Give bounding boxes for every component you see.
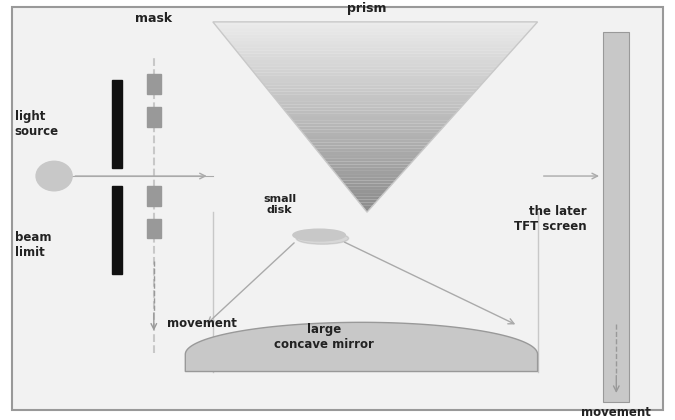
- Polygon shape: [316, 149, 424, 152]
- Bar: [146, 186, 161, 205]
- Polygon shape: [275, 98, 469, 101]
- Bar: [146, 74, 161, 94]
- Polygon shape: [333, 171, 404, 174]
- Bar: [603, 32, 629, 402]
- Polygon shape: [318, 152, 421, 155]
- Polygon shape: [218, 28, 532, 31]
- Polygon shape: [223, 34, 526, 38]
- Polygon shape: [238, 54, 509, 57]
- Polygon shape: [241, 57, 506, 60]
- Polygon shape: [308, 139, 433, 142]
- Polygon shape: [303, 133, 438, 136]
- Polygon shape: [354, 196, 381, 200]
- Polygon shape: [236, 50, 512, 54]
- Polygon shape: [215, 25, 535, 28]
- Ellipse shape: [296, 232, 349, 244]
- Polygon shape: [336, 174, 401, 177]
- Polygon shape: [249, 66, 497, 69]
- Text: small
disk: small disk: [263, 194, 296, 215]
- Polygon shape: [331, 168, 407, 171]
- Polygon shape: [362, 206, 373, 209]
- Polygon shape: [228, 41, 520, 44]
- Bar: [146, 219, 161, 239]
- Polygon shape: [213, 22, 537, 25]
- Polygon shape: [352, 193, 384, 196]
- Polygon shape: [267, 89, 478, 92]
- Bar: [113, 80, 122, 168]
- Polygon shape: [298, 126, 443, 130]
- Polygon shape: [292, 120, 450, 123]
- Polygon shape: [305, 136, 435, 139]
- Bar: [146, 107, 161, 127]
- Ellipse shape: [293, 229, 346, 241]
- Polygon shape: [256, 76, 489, 79]
- Polygon shape: [323, 158, 415, 161]
- Polygon shape: [279, 104, 464, 108]
- Polygon shape: [282, 108, 461, 110]
- Polygon shape: [346, 187, 389, 190]
- Polygon shape: [264, 85, 481, 89]
- Polygon shape: [254, 73, 492, 76]
- Polygon shape: [285, 110, 458, 114]
- Polygon shape: [300, 130, 441, 133]
- Polygon shape: [364, 209, 370, 212]
- Polygon shape: [313, 146, 427, 149]
- Polygon shape: [344, 184, 393, 187]
- Polygon shape: [349, 190, 387, 193]
- Text: beam
limit: beam limit: [15, 231, 51, 259]
- Polygon shape: [321, 155, 418, 158]
- Polygon shape: [342, 181, 396, 184]
- Polygon shape: [310, 142, 429, 146]
- Ellipse shape: [36, 161, 72, 191]
- Polygon shape: [359, 202, 375, 206]
- Polygon shape: [339, 177, 398, 181]
- Polygon shape: [288, 114, 455, 117]
- Text: movement: movement: [167, 317, 237, 330]
- Polygon shape: [246, 63, 501, 66]
- Text: movement: movement: [581, 406, 651, 419]
- Text: large
concave mirror: large concave mirror: [275, 323, 375, 351]
- Polygon shape: [225, 38, 523, 41]
- Polygon shape: [357, 200, 379, 202]
- Text: prism: prism: [347, 3, 387, 15]
- Polygon shape: [221, 32, 529, 34]
- Polygon shape: [186, 322, 537, 372]
- Polygon shape: [231, 44, 518, 47]
- Polygon shape: [329, 165, 410, 168]
- Text: mask: mask: [135, 12, 172, 25]
- Polygon shape: [259, 79, 487, 82]
- Polygon shape: [269, 92, 475, 95]
- Polygon shape: [277, 101, 466, 104]
- Text: the later
TFT screen: the later TFT screen: [514, 205, 587, 233]
- Polygon shape: [295, 123, 447, 126]
- Polygon shape: [272, 95, 472, 98]
- Polygon shape: [262, 82, 483, 85]
- Polygon shape: [326, 161, 412, 165]
- Bar: [113, 186, 122, 274]
- Polygon shape: [244, 60, 504, 63]
- Text: light
source: light source: [15, 110, 59, 138]
- Polygon shape: [290, 117, 452, 120]
- Polygon shape: [251, 69, 495, 73]
- Polygon shape: [234, 47, 515, 50]
